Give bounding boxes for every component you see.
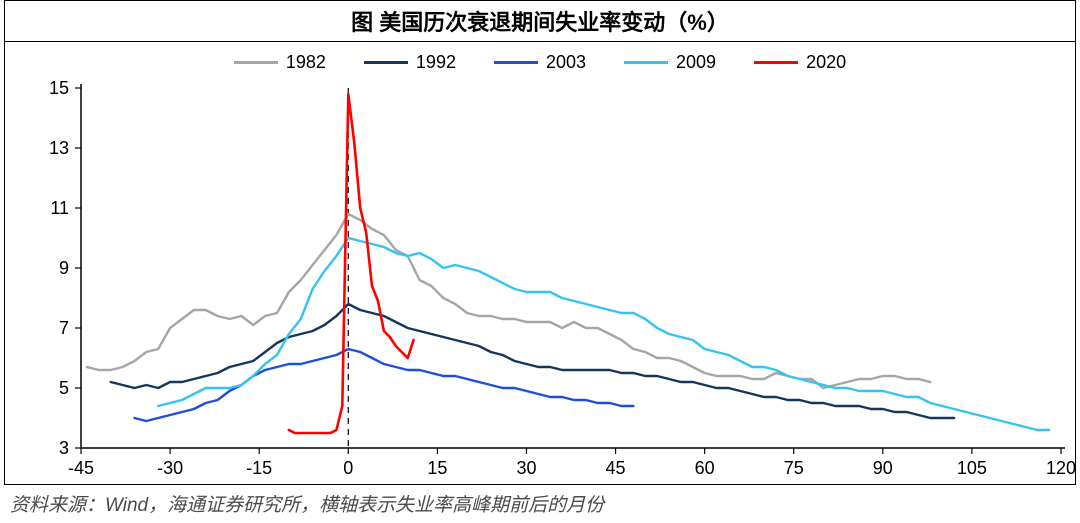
x-tick-label: -30 xyxy=(157,458,183,478)
y-tick-label: 13 xyxy=(49,138,69,158)
legend-label: 2009 xyxy=(676,52,716,73)
x-tick-label: 120 xyxy=(1046,458,1076,478)
legend-swatch xyxy=(364,61,408,63)
x-tick-label: 105 xyxy=(957,458,987,478)
legend-item: 2009 xyxy=(624,52,716,73)
legend-swatch xyxy=(624,61,668,63)
legend-item: 2020 xyxy=(754,52,846,73)
legend-label: 1992 xyxy=(416,52,456,73)
legend-swatch xyxy=(234,61,278,63)
series-2009 xyxy=(158,238,1049,430)
y-tick-label: 3 xyxy=(59,438,69,458)
chart-title: 图 美国历次衰退期间失业率变动（%） xyxy=(4,0,1076,42)
y-tick-label: 7 xyxy=(59,318,69,338)
y-tick-label: 11 xyxy=(50,198,69,218)
x-tick-label: 45 xyxy=(606,458,626,478)
chart-area: 3 5 7 9 11 13 15 -45 -30 -15 0 15 30 45 60 75 90 105 120 xyxy=(4,42,1076,485)
series-2003 xyxy=(135,349,634,421)
y-tick-label: 5 xyxy=(59,378,69,398)
legend-label: 1982 xyxy=(286,52,326,73)
x-tick-label: 30 xyxy=(516,458,536,478)
series-1982 xyxy=(87,214,930,388)
y-tick-label: 15 xyxy=(49,78,69,98)
legend-item: 2003 xyxy=(494,52,586,73)
series-2020 xyxy=(289,94,414,433)
legend-item: 1992 xyxy=(364,52,456,73)
legend-swatch xyxy=(754,61,798,64)
legend-item: 1982 xyxy=(234,52,326,73)
legend-swatch xyxy=(494,61,538,63)
x-tick-label: 0 xyxy=(343,458,353,478)
x-tick-label: 90 xyxy=(873,458,893,478)
x-tick-label: 15 xyxy=(427,458,447,478)
x-tick-label: -15 xyxy=(246,458,272,478)
source-footer: 资料来源：Wind，海通证券研究所，横轴表示失业率高峰期前后的月份 xyxy=(10,490,604,517)
y-tick-label: 9 xyxy=(59,258,69,278)
legend-label: 2020 xyxy=(806,52,846,73)
x-tick-label: 60 xyxy=(695,458,715,478)
line-chart-svg: 3 5 7 9 11 13 15 -45 -30 -15 0 15 30 45 60 75 90 105 120 xyxy=(5,42,1077,485)
x-tick-label: -45 xyxy=(68,458,94,478)
legend-label: 2003 xyxy=(546,52,586,73)
legend: 1982 1992 2003 2009 2020 xyxy=(0,52,1080,73)
x-tick-label: 75 xyxy=(784,458,804,478)
